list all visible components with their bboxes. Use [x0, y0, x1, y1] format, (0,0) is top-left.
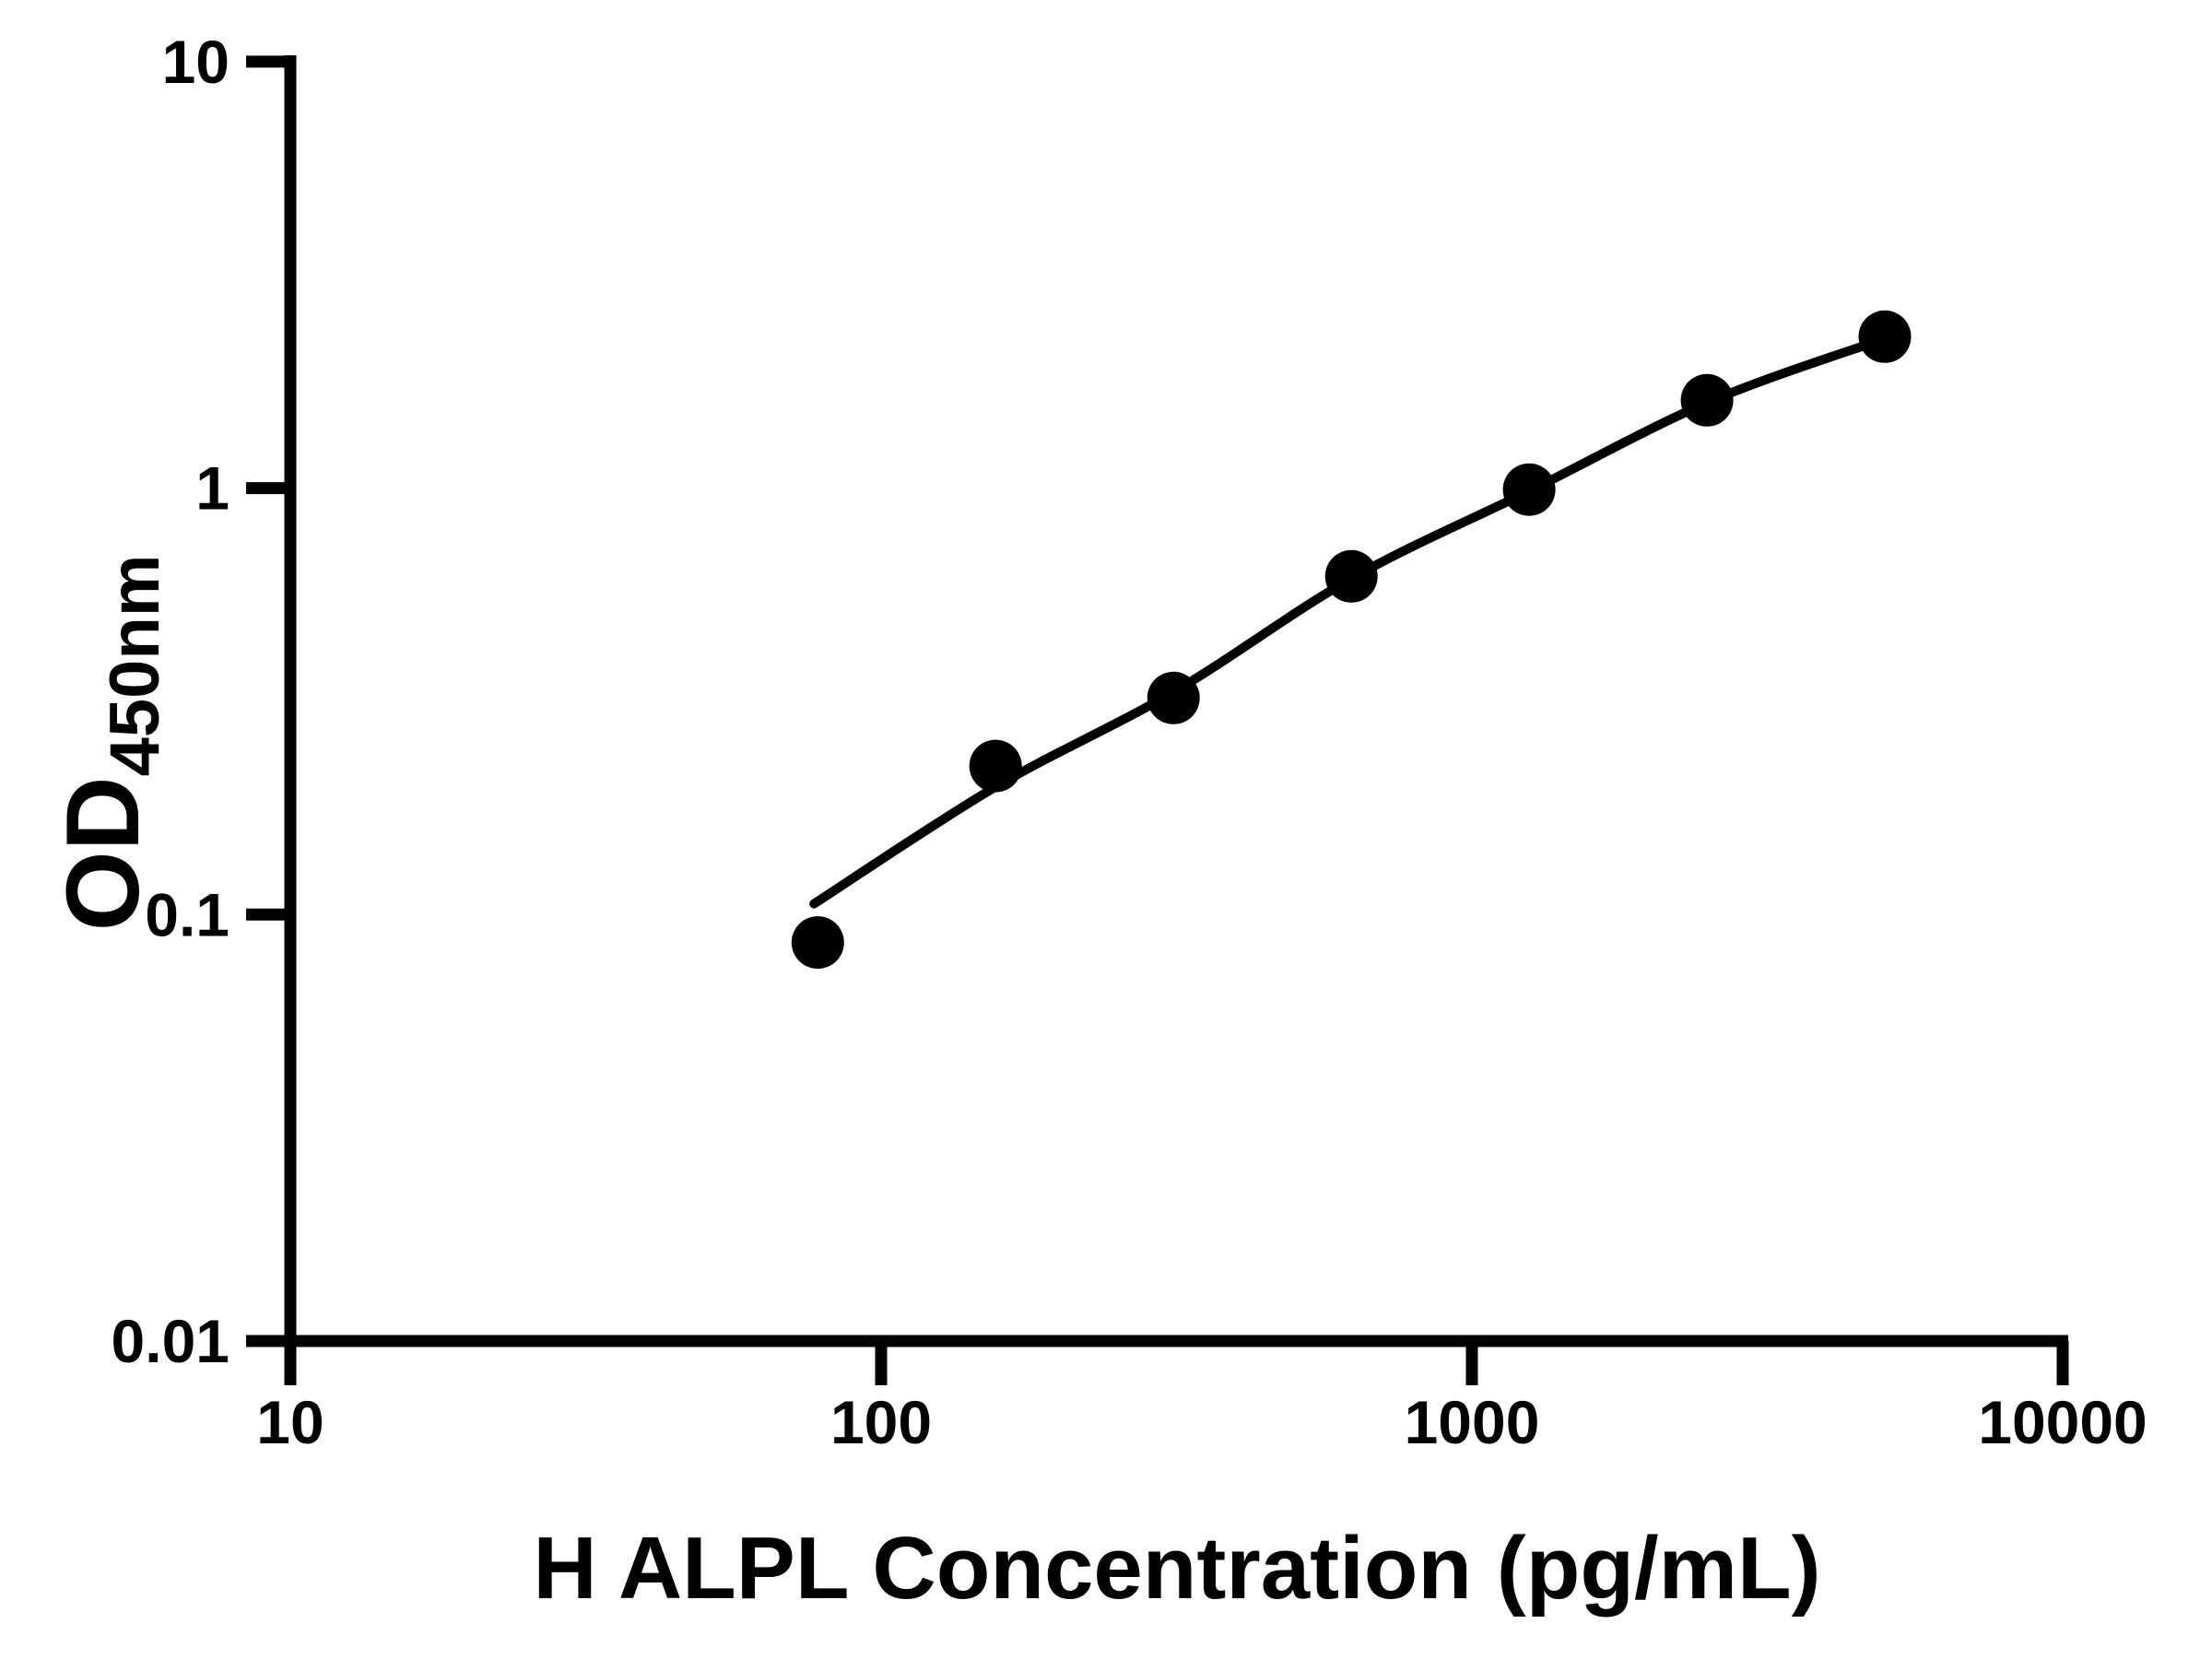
data-points — [791, 310, 1912, 970]
y-axis-tick-labels: 10 1 0.1 0.01 — [112, 28, 229, 1375]
x-tick-label: 1000 — [1405, 1388, 1540, 1456]
y-tick-label: 1 — [195, 454, 229, 523]
data-point — [1147, 671, 1200, 724]
data-point — [791, 916, 844, 970]
data-point — [1858, 310, 1912, 363]
data-point — [1502, 463, 1556, 516]
x-tick-label: 10 — [256, 1388, 324, 1456]
y-tick-label: 0.01 — [112, 1307, 229, 1375]
y-axis-title: OD450nm — [45, 555, 174, 932]
fit-curve — [809, 334, 1889, 909]
data-point — [1324, 549, 1378, 603]
data-point — [1680, 373, 1734, 427]
x-axis-ticks — [284, 1341, 2069, 1385]
x-tick-label: 100 — [830, 1388, 932, 1456]
y-tick-label: 10 — [162, 28, 229, 96]
x-tick-label: 10000 — [1978, 1388, 2147, 1456]
y-axis-ticks — [246, 55, 290, 1347]
x-axis-tick-labels: 10 100 1000 10000 — [256, 1388, 2147, 1456]
y-axis-title-main: OD — [45, 776, 160, 931]
x-axis-title: H ALPL Concentration (pg/mL) — [533, 1519, 1820, 1618]
y-axis-title-subscript: 450nm — [96, 555, 174, 777]
axes — [284, 55, 2068, 1347]
y-tick-label: 0.1 — [145, 880, 229, 948]
data-point — [969, 739, 1022, 793]
